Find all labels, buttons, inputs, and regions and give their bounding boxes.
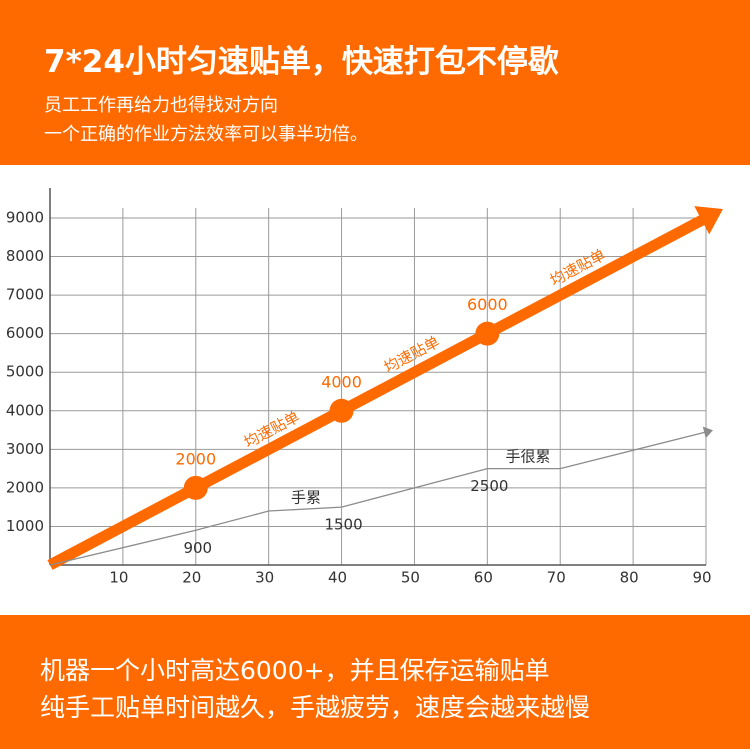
y-tick-label: 3000 bbox=[6, 440, 44, 458]
point-marker bbox=[183, 475, 208, 500]
arrow-head bbox=[694, 206, 723, 235]
y-tick-label: 5000 bbox=[6, 363, 44, 381]
y-tick-label: 2000 bbox=[6, 478, 44, 496]
point-marker bbox=[475, 321, 500, 346]
value-label: 900 bbox=[183, 539, 212, 557]
x-tick-label: 20 bbox=[182, 569, 201, 587]
chart: 1000 2000 3000 4000 5000 6000 7000 8000 9000 10 20… bbox=[6, 188, 723, 587]
x-tick-label: 60 bbox=[474, 569, 493, 587]
y-tick-label: 1000 bbox=[6, 517, 44, 535]
y-tick-label: 8000 bbox=[6, 247, 44, 265]
y-tick-label: 4000 bbox=[6, 401, 44, 419]
annotation: 手很累 bbox=[505, 448, 550, 466]
value-label: 4000 bbox=[321, 372, 362, 391]
footer-text: 机器一个小时高达6000+，并且保存运输贴单 bbox=[40, 656, 550, 685]
x-tick-label: 90 bbox=[692, 569, 711, 587]
x-tick-label: 10 bbox=[109, 569, 128, 587]
footer: 机器一个小时高达6000+，并且保存运输贴单 纯手工贴单时间越久，手越疲劳，速度… bbox=[0, 615, 750, 749]
series-line bbox=[47, 213, 709, 570]
x-tick-label: 40 bbox=[328, 569, 347, 587]
value-label: 1500 bbox=[324, 516, 362, 534]
x-tick-label: 30 bbox=[255, 569, 274, 587]
value-label: 6000 bbox=[467, 295, 508, 314]
value-label: 2000 bbox=[175, 449, 216, 468]
arrow-head bbox=[702, 426, 713, 439]
point-marker bbox=[329, 398, 354, 423]
subtitle: 员工工作再给力也得找对方向 bbox=[44, 95, 278, 116]
y-tick-label: 7000 bbox=[6, 286, 44, 304]
subtitle: 一个正确的作业方法效率可以事半功倍。 bbox=[44, 124, 368, 145]
annotation: 手累 bbox=[291, 489, 321, 507]
x-tick-label: 80 bbox=[620, 569, 639, 587]
x-tick-label: 50 bbox=[401, 569, 420, 587]
title: 7*24小时匀速贴单，快速打包不停歇 bbox=[44, 44, 559, 80]
series-line bbox=[49, 431, 707, 566]
y-tick-label: 6000 bbox=[6, 324, 44, 342]
x-tick-label: 70 bbox=[547, 569, 566, 587]
y-tick-label: 9000 bbox=[6, 209, 44, 227]
header: 7*24小时匀速贴单，快速打包不停歇 员工工作再给力也得找对方向 一个正确的作业… bbox=[0, 0, 750, 165]
value-label: 2500 bbox=[470, 477, 508, 495]
footer-text: 纯手工贴单时间越久，手越疲劳，速度会越来越慢 bbox=[40, 693, 591, 722]
